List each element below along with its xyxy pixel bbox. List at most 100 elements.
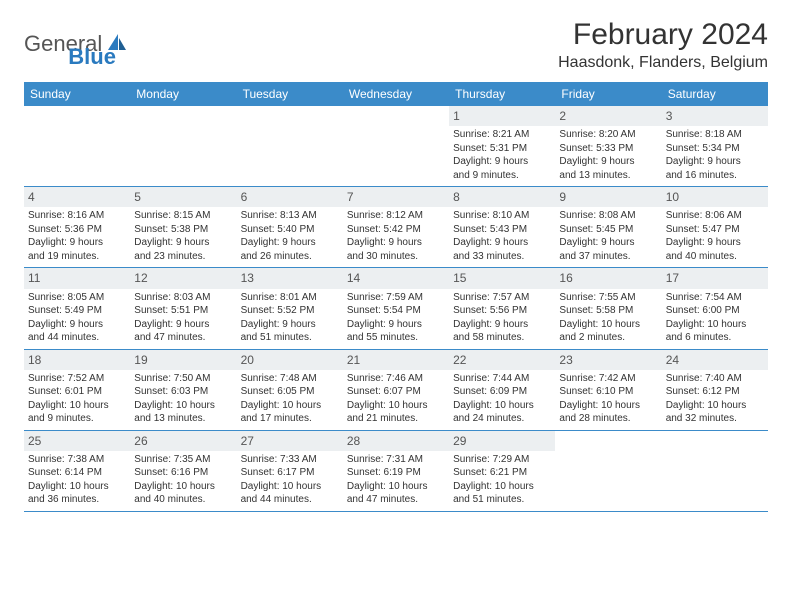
- day-cell: [24, 106, 130, 186]
- daylight-text: and 37 minutes.: [559, 250, 657, 264]
- weekday-header-row: SundayMondayTuesdayWednesdayThursdayFrid…: [24, 82, 768, 106]
- logo: General Blue: [24, 18, 116, 70]
- day-number: 16: [555, 268, 661, 288]
- day-cell: 21Sunrise: 7:46 AMSunset: 6:07 PMDayligh…: [343, 350, 449, 430]
- day-body: Sunrise: 8:13 AMSunset: 5:40 PMDaylight:…: [237, 207, 343, 267]
- daylight-text: and 19 minutes.: [28, 250, 126, 264]
- daylight-text: and 16 minutes.: [666, 169, 764, 183]
- day-body: Sunrise: 8:06 AMSunset: 5:47 PMDaylight:…: [662, 207, 768, 267]
- sunset-text: Sunset: 5:42 PM: [347, 223, 445, 237]
- day-body: Sunrise: 7:48 AMSunset: 6:05 PMDaylight:…: [237, 370, 343, 430]
- week-row: 1Sunrise: 8:21 AMSunset: 5:31 PMDaylight…: [24, 106, 768, 187]
- sunrise-text: Sunrise: 7:55 AM: [559, 291, 657, 305]
- logo-text-blue: Blue: [68, 44, 116, 70]
- sunrise-text: Sunrise: 8:03 AM: [134, 291, 232, 305]
- daylight-text: and 30 minutes.: [347, 250, 445, 264]
- day-cell: 18Sunrise: 7:52 AMSunset: 6:01 PMDayligh…: [24, 350, 130, 430]
- location: Haasdonk, Flanders, Belgium: [558, 54, 768, 72]
- sunrise-text: Sunrise: 8:05 AM: [28, 291, 126, 305]
- sunrise-text: Sunrise: 8:12 AM: [347, 209, 445, 223]
- day-number: 18: [24, 350, 130, 370]
- sunset-text: Sunset: 6:12 PM: [666, 385, 764, 399]
- day-cell: 20Sunrise: 7:48 AMSunset: 6:05 PMDayligh…: [237, 350, 343, 430]
- daylight-text: and 23 minutes.: [134, 250, 232, 264]
- week-row: 25Sunrise: 7:38 AMSunset: 6:14 PMDayligh…: [24, 431, 768, 512]
- daylight-text: and 9 minutes.: [453, 169, 551, 183]
- daylight-text: Daylight: 9 hours: [134, 318, 232, 332]
- day-body: Sunrise: 8:20 AMSunset: 5:33 PMDaylight:…: [555, 126, 661, 186]
- sunset-text: Sunset: 5:33 PM: [559, 142, 657, 156]
- sunset-text: Sunset: 5:38 PM: [134, 223, 232, 237]
- daylight-text: Daylight: 9 hours: [28, 236, 126, 250]
- sunrise-text: Sunrise: 8:20 AM: [559, 128, 657, 142]
- day-cell: 24Sunrise: 7:40 AMSunset: 6:12 PMDayligh…: [662, 350, 768, 430]
- sunrise-text: Sunrise: 7:54 AM: [666, 291, 764, 305]
- weekday-header: Friday: [555, 82, 661, 106]
- daylight-text: Daylight: 10 hours: [28, 480, 126, 494]
- sunset-text: Sunset: 6:01 PM: [28, 385, 126, 399]
- day-cell: [130, 106, 236, 186]
- day-cell: [343, 106, 449, 186]
- day-cell: 13Sunrise: 8:01 AMSunset: 5:52 PMDayligh…: [237, 268, 343, 348]
- sunset-text: Sunset: 5:45 PM: [559, 223, 657, 237]
- day-number: 2: [555, 106, 661, 126]
- sunset-text: Sunset: 6:17 PM: [241, 466, 339, 480]
- sunrise-text: Sunrise: 8:08 AM: [559, 209, 657, 223]
- daylight-text: Daylight: 10 hours: [666, 399, 764, 413]
- sunrise-text: Sunrise: 7:52 AM: [28, 372, 126, 386]
- day-body: Sunrise: 8:12 AMSunset: 5:42 PMDaylight:…: [343, 207, 449, 267]
- daylight-text: and 17 minutes.: [241, 412, 339, 426]
- day-number: 22: [449, 350, 555, 370]
- sunset-text: Sunset: 5:36 PM: [28, 223, 126, 237]
- day-cell: 22Sunrise: 7:44 AMSunset: 6:09 PMDayligh…: [449, 350, 555, 430]
- day-body: Sunrise: 7:31 AMSunset: 6:19 PMDaylight:…: [343, 451, 449, 511]
- sunset-text: Sunset: 5:40 PM: [241, 223, 339, 237]
- day-number: 13: [237, 268, 343, 288]
- day-body: Sunrise: 7:40 AMSunset: 6:12 PMDaylight:…: [662, 370, 768, 430]
- day-cell: 28Sunrise: 7:31 AMSunset: 6:19 PMDayligh…: [343, 431, 449, 511]
- day-body: Sunrise: 7:57 AMSunset: 5:56 PMDaylight:…: [449, 289, 555, 349]
- daylight-text: and 13 minutes.: [134, 412, 232, 426]
- daylight-text: and 26 minutes.: [241, 250, 339, 264]
- sunrise-text: Sunrise: 7:31 AM: [347, 453, 445, 467]
- sunset-text: Sunset: 6:09 PM: [453, 385, 551, 399]
- sunrise-text: Sunrise: 7:38 AM: [28, 453, 126, 467]
- sunset-text: Sunset: 6:10 PM: [559, 385, 657, 399]
- sunset-text: Sunset: 6:03 PM: [134, 385, 232, 399]
- day-number: 3: [662, 106, 768, 126]
- sunset-text: Sunset: 5:54 PM: [347, 304, 445, 318]
- daylight-text: Daylight: 10 hours: [347, 399, 445, 413]
- daylight-text: and 55 minutes.: [347, 331, 445, 345]
- daylight-text: and 51 minutes.: [453, 493, 551, 507]
- weekday-header: Wednesday: [343, 82, 449, 106]
- sunset-text: Sunset: 5:56 PM: [453, 304, 551, 318]
- sunset-text: Sunset: 5:43 PM: [453, 223, 551, 237]
- sunset-text: Sunset: 5:34 PM: [666, 142, 764, 156]
- sunrise-text: Sunrise: 8:21 AM: [453, 128, 551, 142]
- weekday-header: Monday: [130, 82, 236, 106]
- daylight-text: and 40 minutes.: [666, 250, 764, 264]
- day-number: 8: [449, 187, 555, 207]
- daylight-text: Daylight: 9 hours: [347, 318, 445, 332]
- sunrise-text: Sunrise: 8:01 AM: [241, 291, 339, 305]
- day-cell: 17Sunrise: 7:54 AMSunset: 6:00 PMDayligh…: [662, 268, 768, 348]
- daylight-text: and 24 minutes.: [453, 412, 551, 426]
- day-body: Sunrise: 7:29 AMSunset: 6:21 PMDaylight:…: [449, 451, 555, 511]
- day-body: Sunrise: 8:01 AMSunset: 5:52 PMDaylight:…: [237, 289, 343, 349]
- sunset-text: Sunset: 6:21 PM: [453, 466, 551, 480]
- daylight-text: and 28 minutes.: [559, 412, 657, 426]
- day-number: 20: [237, 350, 343, 370]
- day-body: Sunrise: 8:15 AMSunset: 5:38 PMDaylight:…: [130, 207, 236, 267]
- weekday-header: Sunday: [24, 82, 130, 106]
- header: General Blue February 2024 Haasdonk, Fla…: [24, 18, 768, 72]
- day-body: Sunrise: 8:08 AMSunset: 5:45 PMDaylight:…: [555, 207, 661, 267]
- day-cell: 5Sunrise: 8:15 AMSunset: 5:38 PMDaylight…: [130, 187, 236, 267]
- sunset-text: Sunset: 5:52 PM: [241, 304, 339, 318]
- day-cell: 15Sunrise: 7:57 AMSunset: 5:56 PMDayligh…: [449, 268, 555, 348]
- daylight-text: Daylight: 9 hours: [559, 236, 657, 250]
- day-cell: 1Sunrise: 8:21 AMSunset: 5:31 PMDaylight…: [449, 106, 555, 186]
- day-number: 21: [343, 350, 449, 370]
- day-number: 17: [662, 268, 768, 288]
- daylight-text: Daylight: 9 hours: [666, 155, 764, 169]
- sunset-text: Sunset: 5:49 PM: [28, 304, 126, 318]
